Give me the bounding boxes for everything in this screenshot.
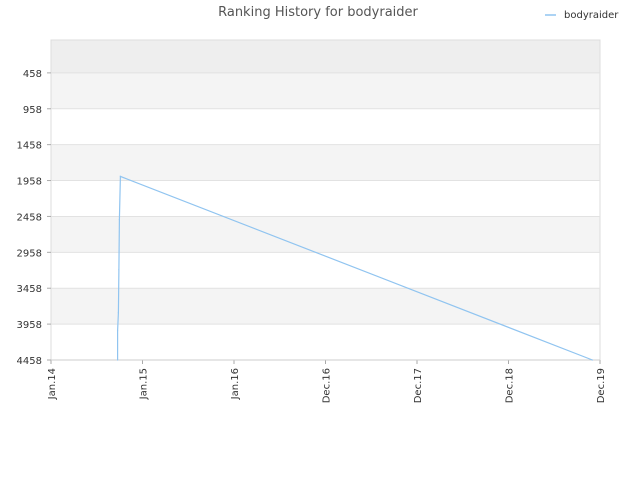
grid-band: [51, 144, 600, 181]
x-tick-label: Dec.16: [322, 368, 333, 403]
x-tick-label: Jan.16: [230, 368, 241, 400]
grid-bands: [50, 39, 601, 361]
grid-band: [51, 288, 600, 325]
data-point: [118, 269, 120, 271]
y-tick-label: 958: [23, 105, 42, 116]
y-tick-label: 3958: [17, 320, 42, 331]
data-point: [591, 359, 593, 361]
chart-title: Ranking History for bodyraider: [218, 5, 418, 20]
legend-label: bodyraider: [564, 10, 619, 21]
x-tick-label: Jan.14: [47, 368, 58, 400]
grid-band: [51, 180, 600, 217]
data-point: [116, 330, 119, 332]
y-axis-ticks: 458 958 1458 1958 2458 2958 3458 3958 4458: [17, 69, 51, 367]
grid-band: [51, 216, 600, 253]
data-point: [119, 175, 121, 177]
y-tick-label: 1958: [17, 177, 42, 188]
y-tick-label: 458: [23, 69, 42, 80]
y-tick-label: 2958: [17, 248, 42, 259]
grid-band: [51, 40, 600, 73]
x-tick-label: Dec.18: [505, 368, 516, 403]
grid-band: [51, 72, 600, 109]
y-tick-label: 3458: [17, 284, 42, 295]
x-tick-label: Dec.17: [413, 368, 424, 403]
data-point: [117, 312, 119, 314]
y-tick-label: 2458: [17, 212, 42, 223]
legend: bodyraider: [545, 10, 619, 21]
x-tick-label: Jan.15: [139, 368, 150, 400]
x-tick-label: Dec.19: [596, 368, 607, 403]
grid-band: [51, 324, 600, 360]
grid-band: [51, 252, 600, 289]
data-point: [116, 359, 119, 361]
y-tick-label: 1458: [17, 141, 42, 152]
y-tick-label: 4458: [17, 356, 42, 367]
data-point: [118, 218, 120, 221]
grid-band: [51, 108, 600, 145]
x-axis-ticks: Jan.14 Jan.15 Jan.16 Dec.16 Dec.17 Dec.18 Dec.…: [47, 359, 607, 403]
series-group: [116, 175, 593, 361]
